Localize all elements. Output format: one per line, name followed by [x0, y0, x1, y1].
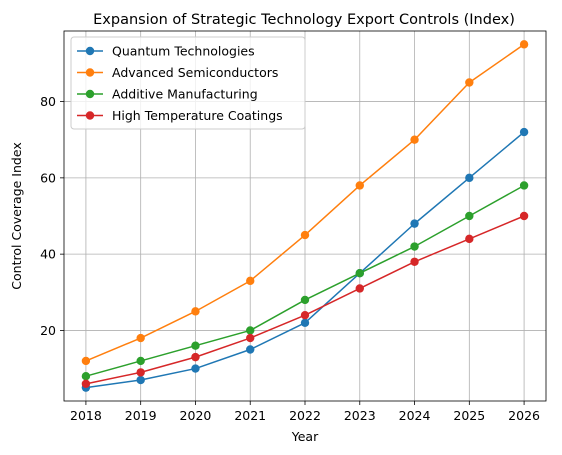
- data-point: [410, 135, 419, 144]
- data-point: [81, 356, 91, 366]
- legend-item: High Temperature Coatings: [77, 108, 283, 123]
- legend-item: Quantum Technologies: [77, 44, 255, 59]
- data-point: [410, 219, 419, 228]
- chart-title: Expansion of Strategic Technology Export…: [93, 12, 515, 28]
- x-tick-label: 2018: [70, 408, 102, 423]
- y-tick-label: 40: [40, 247, 56, 262]
- data-point: [355, 284, 364, 293]
- legend-marker: [85, 46, 95, 56]
- x-tick-label: 2024: [399, 408, 431, 423]
- legend-marker: [85, 68, 95, 77]
- x-tick-label: 2019: [125, 408, 157, 423]
- data-point: [191, 352, 200, 362]
- series-3: [81, 181, 529, 381]
- legend-label: Advanced Semiconductors: [112, 65, 278, 80]
- ticks: 2018 2019 2020 2021 2022 2023 2024 2025 2026 20 40…: [40, 94, 540, 423]
- x-tick-label: 2025: [453, 408, 485, 423]
- data-point: [246, 326, 255, 335]
- legend-box: [70, 36, 306, 130]
- data-point: [136, 333, 145, 343]
- y-tick-label: 80: [40, 94, 56, 109]
- data-point: [410, 242, 419, 251]
- series-4: [81, 211, 529, 389]
- data-point: [519, 40, 529, 49]
- legend-label: Quantum Technologies: [112, 44, 255, 59]
- data-point: [465, 173, 474, 183]
- legend-item: Additive Manufacturing: [77, 87, 258, 102]
- data-point: [136, 375, 145, 385]
- series-group: [81, 40, 529, 392]
- series-2: [81, 40, 529, 366]
- data-point: [355, 181, 364, 190]
- data-point: [355, 269, 364, 278]
- x-tick-label: 2021: [234, 408, 266, 423]
- x-tick-label: 2022: [289, 408, 321, 423]
- data-point: [300, 318, 310, 328]
- data-point: [191, 307, 200, 316]
- data-point: [410, 257, 419, 266]
- x-tick-label: 2026: [508, 408, 540, 423]
- data-point: [136, 356, 145, 366]
- data-point: [465, 211, 474, 221]
- legend-marker: [85, 111, 95, 120]
- data-point: [246, 345, 255, 354]
- data-point: [465, 78, 474, 87]
- data-point: [191, 364, 200, 373]
- legend-label: High Temperature Coatings: [112, 108, 283, 123]
- y-axis-label: Control Coverage Index: [9, 142, 24, 289]
- data-point: [246, 276, 255, 286]
- legend-item: Advanced Semiconductors: [77, 65, 278, 80]
- data-point: [300, 310, 310, 320]
- data-point: [191, 341, 200, 350]
- legend-label: Additive Manufacturing: [112, 87, 258, 102]
- y-tick-label: 60: [40, 170, 56, 185]
- x-tick-label: 2023: [344, 408, 376, 423]
- data-point: [81, 379, 91, 389]
- data-point: [300, 230, 310, 240]
- y-tick-label: 20: [40, 323, 56, 338]
- legend-marker: [85, 89, 95, 99]
- data-point: [519, 127, 529, 137]
- data-point: [519, 181, 529, 190]
- x-axis-label: Year: [291, 429, 319, 444]
- data-point: [81, 372, 91, 381]
- data-point: [465, 234, 474, 244]
- data-point: [300, 295, 310, 305]
- legend: Quantum Technologies Advanced Semiconduct…: [70, 36, 306, 130]
- data-point: [246, 333, 255, 343]
- data-point: [519, 211, 529, 221]
- x-tick-label: 2020: [180, 408, 212, 423]
- data-point: [136, 368, 145, 377]
